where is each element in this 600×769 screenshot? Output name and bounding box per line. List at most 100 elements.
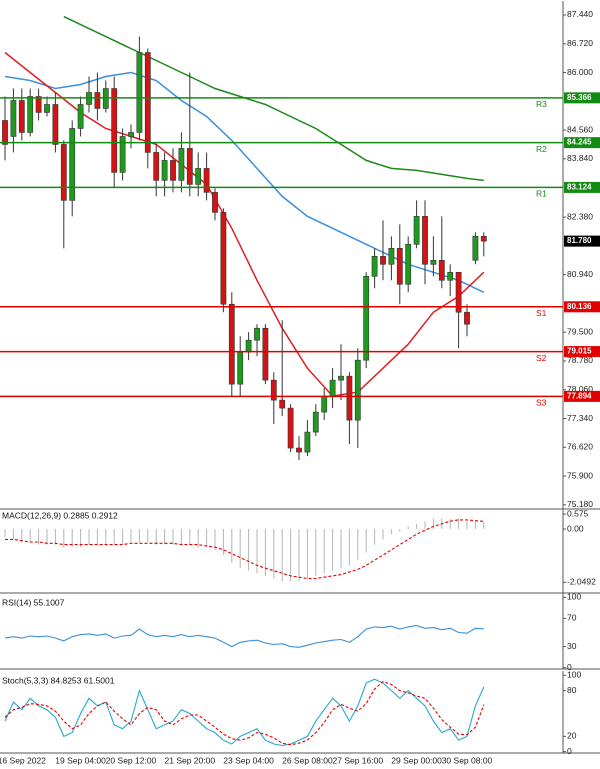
candle-body bbox=[363, 275, 370, 361]
moving-average bbox=[63, 15, 484, 182]
level-price-box bbox=[564, 92, 600, 104]
candle-body bbox=[195, 168, 202, 185]
candle-body bbox=[287, 407, 294, 449]
y-tick-label: 84.560 bbox=[567, 124, 593, 134]
level-price-box bbox=[564, 181, 600, 193]
y-tick-label: 80 bbox=[567, 685, 577, 695]
y-tick-label: 20 bbox=[567, 731, 577, 741]
pane-title: RSI(14) 55.1007 bbox=[2, 597, 65, 607]
candle-body bbox=[44, 104, 50, 113]
level-name: S3 bbox=[536, 398, 547, 408]
candle-body bbox=[430, 259, 437, 265]
last-price-box bbox=[564, 235, 600, 247]
y-tick-label: 82.380 bbox=[567, 211, 593, 221]
level-price-box bbox=[564, 137, 600, 149]
y-tick-label: 80.940 bbox=[567, 269, 593, 279]
candle-body bbox=[279, 399, 286, 409]
y-tick-label: 83.840 bbox=[567, 153, 593, 163]
candle-body bbox=[388, 248, 395, 265]
candle-body bbox=[304, 431, 311, 453]
y-tick-label: 30 bbox=[567, 641, 577, 651]
moving-average bbox=[4, 71, 485, 293]
candle-body bbox=[153, 152, 160, 181]
candle-body bbox=[27, 96, 34, 133]
candle-body bbox=[396, 248, 403, 285]
level-price: 80.136 bbox=[567, 302, 592, 311]
x-tick-label: 16 Sep 2022 bbox=[0, 755, 46, 765]
candle-body bbox=[480, 236, 487, 242]
level-price: 84.245 bbox=[567, 138, 592, 147]
x-tick-label: 19 Sep 04:00 bbox=[55, 755, 106, 765]
indicator-line bbox=[4, 678, 485, 747]
candle-body bbox=[170, 160, 176, 181]
candle-body bbox=[254, 327, 260, 341]
level-name: R2 bbox=[536, 144, 547, 154]
candle-body bbox=[220, 212, 227, 305]
candle-body bbox=[245, 339, 252, 353]
y-tick-label: 75.180 bbox=[567, 499, 593, 509]
y-tick-label: 0 bbox=[567, 746, 572, 756]
y-tick-label: 86.720 bbox=[567, 38, 593, 48]
level-price: 83.124 bbox=[567, 183, 592, 192]
indicator-line bbox=[4, 680, 485, 746]
last-price: 81.780 bbox=[567, 236, 592, 245]
y-tick-label: 0.575 bbox=[567, 508, 589, 518]
candle-body bbox=[354, 359, 361, 421]
level-name: R3 bbox=[536, 99, 547, 109]
candle-body bbox=[464, 311, 470, 325]
candle-body bbox=[338, 375, 344, 381]
y-tick-label: -2.0492 bbox=[567, 577, 596, 587]
level-price-box bbox=[564, 390, 600, 402]
y-tick-label: 78.060 bbox=[567, 384, 593, 394]
x-tick-label: 23 Sep 04:00 bbox=[223, 755, 274, 765]
y-tick-label: 78.780 bbox=[567, 355, 593, 365]
candle-body bbox=[128, 132, 134, 137]
candle-body bbox=[262, 327, 269, 381]
x-tick-label: 20 Sep 12:00 bbox=[106, 755, 157, 765]
candle-body bbox=[136, 52, 143, 133]
y-tick-label: 87.440 bbox=[567, 9, 593, 19]
candle-body bbox=[186, 148, 193, 185]
candle-body bbox=[203, 168, 210, 193]
candle-body bbox=[371, 256, 378, 277]
x-tick-label: 21 Sep 20:00 bbox=[165, 755, 216, 765]
candle-body bbox=[119, 136, 126, 173]
candle-body bbox=[144, 52, 151, 153]
level-name: S2 bbox=[536, 353, 547, 363]
moving-average bbox=[4, 51, 485, 397]
level-name: R1 bbox=[536, 189, 547, 199]
candle-body bbox=[321, 395, 328, 413]
candle-body bbox=[69, 128, 76, 201]
candle-body bbox=[2, 120, 8, 145]
y-tick-label: 79.500 bbox=[567, 326, 593, 336]
candle-body bbox=[346, 375, 353, 421]
candle-body bbox=[35, 96, 42, 113]
indicator-line bbox=[4, 624, 484, 648]
candle-body bbox=[94, 92, 101, 109]
y-tick-label: 77.340 bbox=[567, 413, 593, 423]
candle-body bbox=[413, 216, 420, 245]
candle-body bbox=[52, 104, 59, 145]
level-price-box bbox=[564, 346, 600, 358]
candle-body bbox=[18, 100, 25, 133]
y-tick-label: 100 bbox=[567, 670, 581, 680]
candle-body bbox=[111, 88, 118, 173]
candle-body bbox=[212, 192, 218, 213]
candle-body bbox=[77, 104, 84, 129]
candle-body bbox=[329, 379, 336, 397]
pane-title: Stoch(5,3,3) 84.8253 61.5001 bbox=[2, 675, 115, 685]
y-tick-label: 76.620 bbox=[567, 442, 593, 452]
level-price: 77.894 bbox=[567, 391, 592, 400]
level-price-box bbox=[564, 301, 600, 313]
candle-body bbox=[270, 379, 277, 401]
x-tick-label: 29 Sep 00:00 bbox=[391, 755, 442, 765]
candle-body bbox=[472, 236, 479, 261]
candle-body bbox=[161, 160, 168, 181]
candle-body bbox=[447, 271, 454, 281]
level-price: 79.015 bbox=[567, 347, 592, 356]
y-tick-label: 70 bbox=[567, 613, 577, 623]
candle-body bbox=[178, 148, 185, 181]
candle-body bbox=[312, 411, 319, 433]
